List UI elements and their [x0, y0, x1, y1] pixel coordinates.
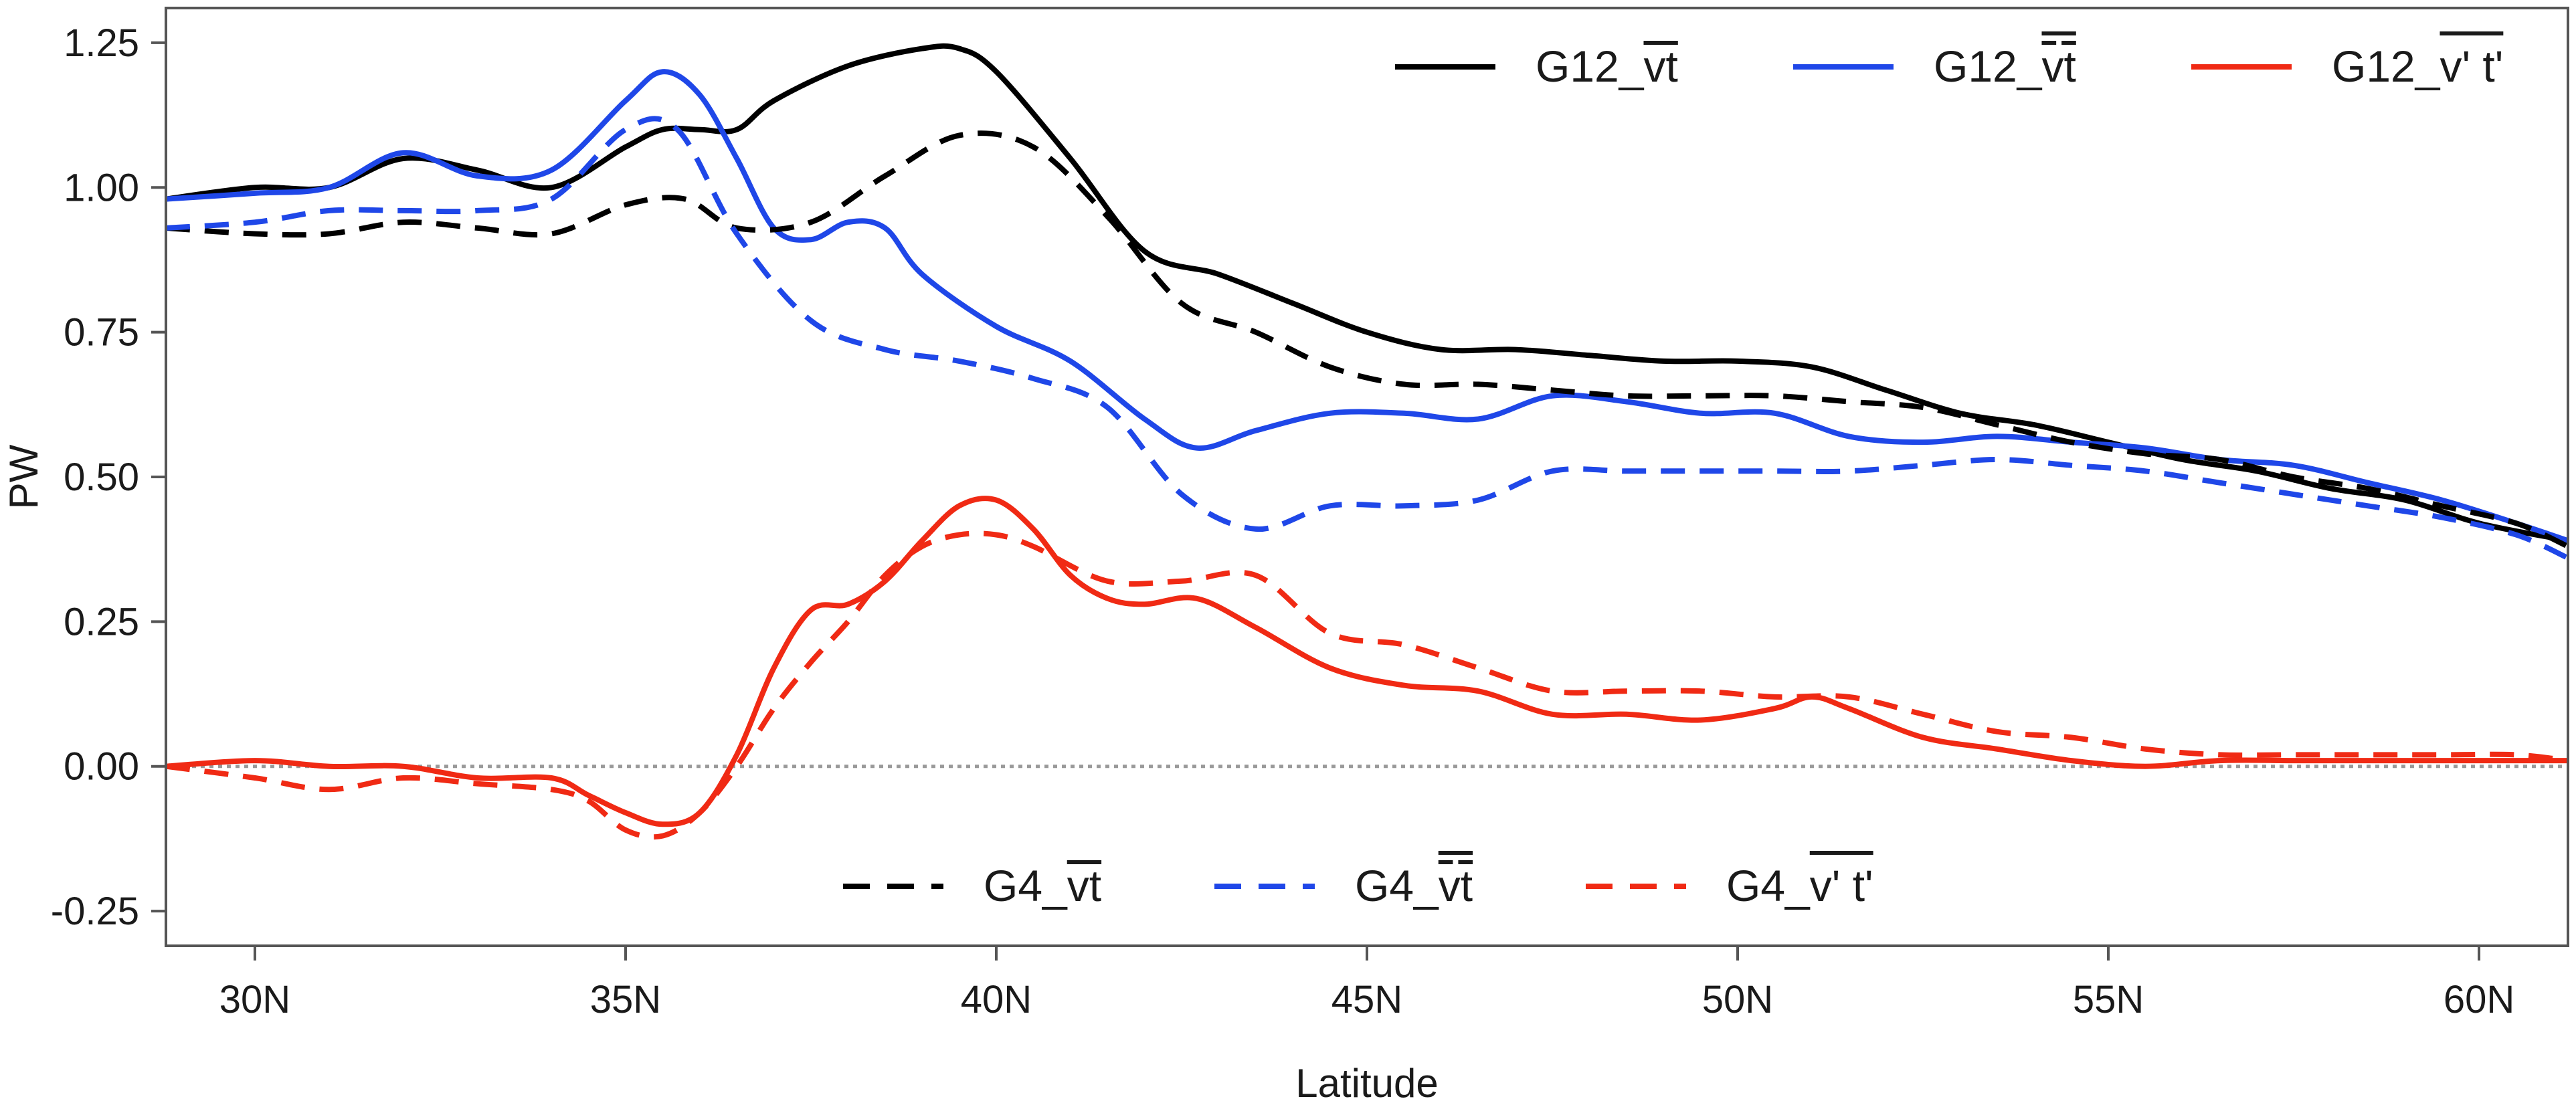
- legend-label: G12_v' t': [2332, 41, 2503, 91]
- x-axis-title: Latitude: [1295, 1061, 1439, 1105]
- legend-label: G12_vt: [1934, 41, 2076, 91]
- y-tick-label: 0.50: [64, 456, 139, 499]
- series-line-g12-vt: [165, 43, 2569, 544]
- legend-label: G4_vt: [1355, 861, 1473, 910]
- y-tick-label: 1.25: [64, 21, 139, 65]
- legend-bottom: G4_vt G4_vt G4_v' t': [843, 851, 1873, 910]
- legend-entry-g4-vt: G4_vt: [843, 860, 1102, 910]
- plot-frame: [165, 7, 2569, 947]
- y-axis-title: PW: [1, 444, 46, 509]
- legend-entry-g12-vt-eddy: G12_v' t': [2191, 31, 2504, 91]
- legend-entry-g12-vt-mean: G12_vt: [1793, 31, 2076, 91]
- y-axis: -0.25 0.00 0.25 0.50 0.75 1.00 1.25: [51, 21, 166, 933]
- legend-entry-g4-vt-mean: G4_vt: [1214, 851, 1473, 910]
- legend-label: G12_vt: [1536, 41, 1678, 91]
- x-tick-label: 45N: [1331, 978, 1402, 1021]
- series-line-g4-vt: [165, 130, 2569, 549]
- y-tick-label: 1.00: [64, 166, 139, 209]
- series-line-g12-vt-eddy: [165, 496, 2568, 827]
- series-line-g12-vt-mean: [165, 69, 2569, 543]
- x-tick-label: 30N: [219, 978, 290, 1021]
- legend-entry-g12-vt: G12_vt: [1395, 41, 1678, 91]
- y-tick-label: 0.25: [64, 600, 139, 643]
- x-tick-label: 55N: [2073, 978, 2144, 1021]
- y-tick-label: 0.00: [64, 745, 139, 789]
- x-tick-label: 50N: [1702, 978, 1773, 1021]
- legend-top: G12_vt G12_vt G12_v' t': [1395, 31, 2504, 91]
- x-tick-label: 60N: [2444, 978, 2514, 1021]
- legend-label: G4_v' t': [1726, 861, 1873, 910]
- y-tick-label: -0.25: [51, 890, 139, 933]
- legend-entry-g4-vt-eddy: G4_v' t': [1586, 851, 1873, 910]
- series-line-g4-vt-eddy: [165, 530, 2569, 840]
- x-axis: 30N 35N 40N 45N 50N 55N 60N: [219, 946, 2514, 1021]
- x-tick-label: 40N: [961, 978, 1032, 1021]
- legend-label: G4_vt: [984, 861, 1101, 910]
- series-group: [165, 43, 2569, 840]
- y-tick-label: 0.75: [64, 311, 139, 355]
- x-tick-label: 35N: [590, 978, 661, 1021]
- series-line-g4-vt-mean: [165, 116, 2569, 561]
